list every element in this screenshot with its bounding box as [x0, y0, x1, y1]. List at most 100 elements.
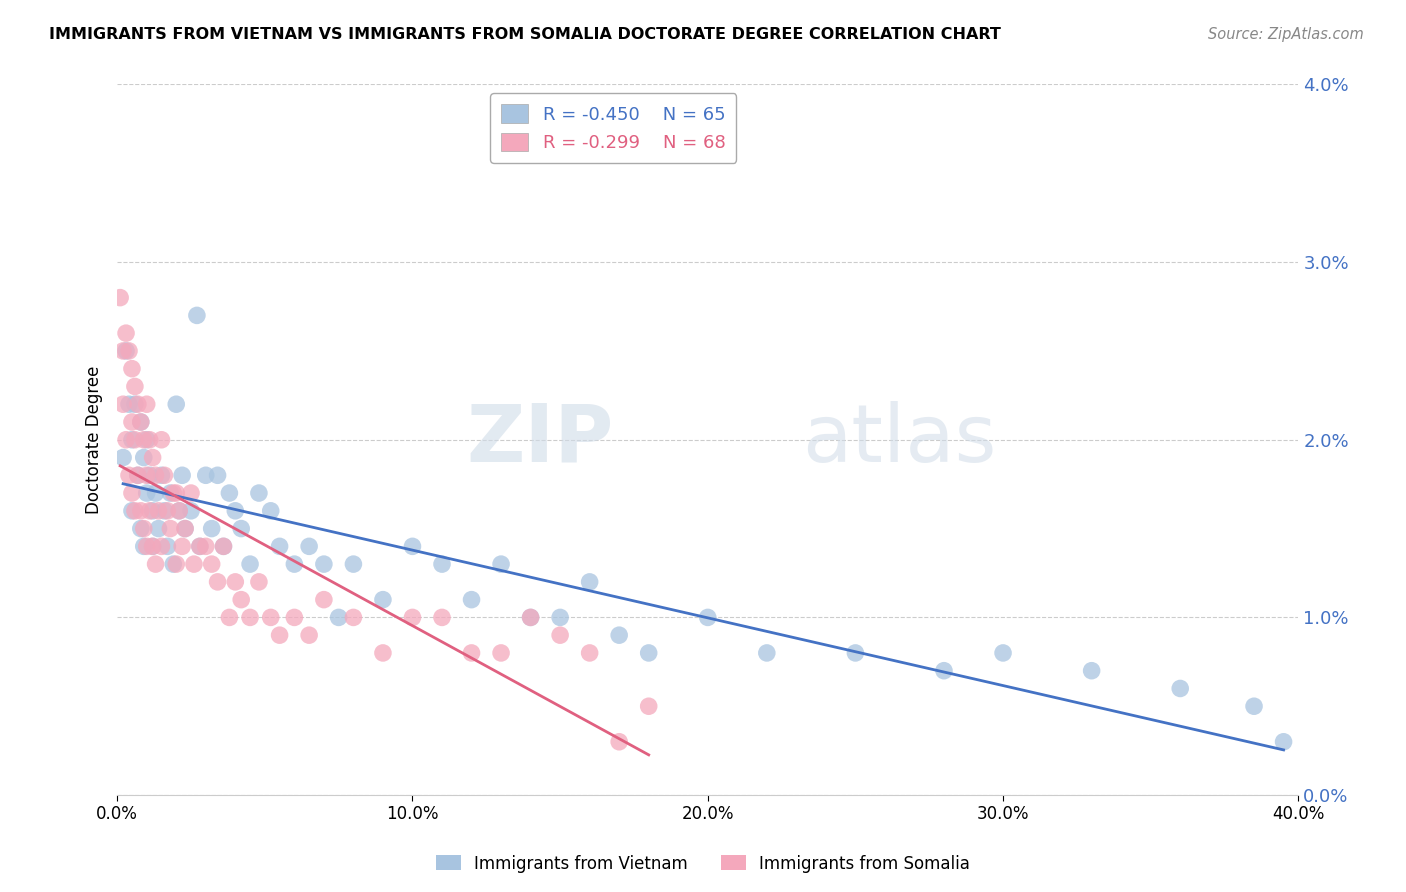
- Point: [127, 468, 149, 483]
- Point: [127, 468, 149, 483]
- Point: [401, 610, 423, 624]
- Point: [129, 522, 152, 536]
- Point: [150, 539, 173, 553]
- Point: [174, 522, 197, 536]
- Legend: R = -0.450    N = 65, R = -0.299    N = 68: R = -0.450 N = 65, R = -0.299 N = 68: [491, 94, 737, 163]
- Point: [118, 468, 141, 483]
- Point: [186, 309, 208, 323]
- Text: IMMIGRANTS FROM VIETNAM VS IMMIGRANTS FROM SOMALIA DOCTORATE DEGREE CORRELATION : IMMIGRANTS FROM VIETNAM VS IMMIGRANTS FR…: [49, 27, 1001, 42]
- Point: [148, 504, 170, 518]
- Point: [1243, 699, 1265, 714]
- Point: [696, 610, 718, 624]
- Point: [124, 504, 146, 518]
- Y-axis label: Doctorate Degree: Doctorate Degree: [86, 366, 103, 514]
- Point: [150, 433, 173, 447]
- Point: [637, 646, 659, 660]
- Point: [183, 557, 205, 571]
- Point: [269, 539, 291, 553]
- Point: [460, 646, 482, 660]
- Point: [145, 557, 167, 571]
- Point: [145, 468, 167, 483]
- Point: [260, 504, 283, 518]
- Point: [371, 646, 394, 660]
- Point: [135, 468, 157, 483]
- Point: [607, 735, 630, 749]
- Point: [239, 557, 262, 571]
- Point: [298, 539, 321, 553]
- Point: [269, 628, 291, 642]
- Point: [194, 539, 217, 553]
- Point: [124, 397, 146, 411]
- Point: [174, 522, 197, 536]
- Point: [755, 646, 778, 660]
- Point: [231, 522, 253, 536]
- Point: [844, 646, 866, 660]
- Point: [138, 504, 160, 518]
- Point: [548, 628, 571, 642]
- Point: [115, 433, 138, 447]
- Point: [401, 539, 423, 553]
- Point: [1080, 664, 1102, 678]
- Point: [132, 522, 155, 536]
- Point: [180, 504, 202, 518]
- Point: [201, 557, 224, 571]
- Point: [312, 557, 335, 571]
- Point: [148, 522, 170, 536]
- Point: [142, 539, 165, 553]
- Point: [430, 557, 453, 571]
- Point: [212, 539, 235, 553]
- Point: [121, 433, 143, 447]
- Point: [218, 610, 240, 624]
- Point: [142, 504, 165, 518]
- Point: [607, 628, 630, 642]
- Point: [224, 504, 246, 518]
- Point: [132, 539, 155, 553]
- Point: [932, 664, 955, 678]
- Point: [162, 486, 184, 500]
- Point: [153, 468, 176, 483]
- Point: [201, 522, 224, 536]
- Point: [138, 433, 160, 447]
- Point: [167, 504, 190, 518]
- Point: [118, 397, 141, 411]
- Point: [247, 486, 270, 500]
- Point: [112, 397, 135, 411]
- Point: [188, 539, 211, 553]
- Point: [165, 486, 187, 500]
- Point: [129, 415, 152, 429]
- Point: [283, 610, 305, 624]
- Point: [150, 468, 173, 483]
- Point: [519, 610, 541, 624]
- Point: [239, 610, 262, 624]
- Point: [460, 592, 482, 607]
- Text: Source: ZipAtlas.com: Source: ZipAtlas.com: [1208, 27, 1364, 42]
- Point: [342, 610, 364, 624]
- Point: [172, 468, 194, 483]
- Point: [129, 504, 152, 518]
- Point: [578, 646, 600, 660]
- Point: [121, 361, 143, 376]
- Text: ZIP: ZIP: [465, 401, 613, 479]
- Point: [138, 468, 160, 483]
- Point: [165, 397, 187, 411]
- Point: [159, 522, 181, 536]
- Text: atlas: atlas: [803, 401, 997, 479]
- Point: [283, 557, 305, 571]
- Point: [167, 504, 190, 518]
- Point: [637, 699, 659, 714]
- Point: [489, 557, 512, 571]
- Point: [115, 326, 138, 340]
- Point: [519, 610, 541, 624]
- Point: [371, 592, 394, 607]
- Point: [112, 450, 135, 465]
- Point: [224, 574, 246, 589]
- Point: [156, 539, 179, 553]
- Point: [124, 433, 146, 447]
- Point: [188, 539, 211, 553]
- Point: [1168, 681, 1191, 696]
- Point: [1272, 735, 1295, 749]
- Point: [328, 610, 350, 624]
- Point: [132, 433, 155, 447]
- Point: [991, 646, 1014, 660]
- Point: [135, 397, 157, 411]
